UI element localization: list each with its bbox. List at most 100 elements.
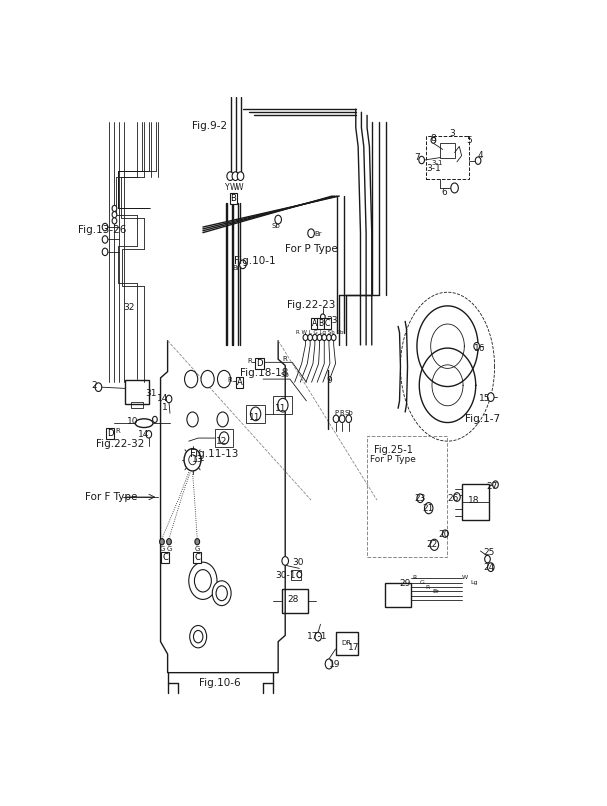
Circle shape bbox=[112, 206, 117, 211]
Circle shape bbox=[189, 563, 217, 600]
Circle shape bbox=[325, 659, 333, 669]
Circle shape bbox=[424, 503, 433, 513]
Ellipse shape bbox=[135, 419, 153, 427]
Text: D: D bbox=[107, 429, 114, 438]
Circle shape bbox=[194, 570, 211, 592]
Text: 3-1: 3-1 bbox=[426, 164, 441, 172]
Text: 11: 11 bbox=[275, 404, 287, 413]
Text: Br: Br bbox=[232, 265, 240, 271]
Circle shape bbox=[251, 407, 261, 421]
Circle shape bbox=[232, 172, 239, 181]
Circle shape bbox=[160, 538, 164, 545]
Bar bbox=[246, 405, 265, 423]
Text: 27: 27 bbox=[487, 482, 498, 491]
Text: W: W bbox=[229, 184, 237, 193]
Circle shape bbox=[112, 218, 117, 224]
Circle shape bbox=[146, 430, 152, 438]
Text: 14: 14 bbox=[138, 430, 150, 439]
Bar bbox=[125, 380, 149, 404]
Text: 17-1: 17-1 bbox=[307, 632, 327, 641]
Bar bbox=[273, 396, 293, 414]
Text: Fig.9-2: Fig.9-2 bbox=[192, 121, 228, 131]
Circle shape bbox=[185, 371, 198, 388]
Circle shape bbox=[237, 172, 244, 181]
Text: R: R bbox=[115, 428, 120, 434]
Circle shape bbox=[184, 449, 201, 471]
Text: DR: DR bbox=[342, 641, 352, 646]
Text: 20: 20 bbox=[438, 530, 450, 538]
Bar bbox=[367, 436, 447, 557]
Bar bbox=[336, 632, 358, 655]
Circle shape bbox=[315, 633, 322, 641]
Text: B: B bbox=[319, 318, 324, 328]
Circle shape bbox=[201, 371, 214, 388]
Circle shape bbox=[212, 581, 231, 605]
Bar bbox=[385, 584, 412, 607]
Text: 31: 31 bbox=[146, 388, 157, 398]
Text: R: R bbox=[413, 575, 417, 580]
Text: 13: 13 bbox=[191, 455, 203, 463]
Circle shape bbox=[419, 156, 424, 164]
Circle shape bbox=[308, 229, 314, 238]
Text: R: R bbox=[340, 410, 345, 416]
Circle shape bbox=[216, 586, 228, 600]
Circle shape bbox=[189, 455, 196, 465]
Text: Y: Y bbox=[225, 184, 229, 193]
Circle shape bbox=[303, 334, 308, 341]
Circle shape bbox=[484, 555, 490, 563]
Circle shape bbox=[195, 538, 200, 545]
Circle shape bbox=[487, 563, 494, 571]
Circle shape bbox=[240, 260, 246, 268]
Circle shape bbox=[431, 137, 436, 143]
Text: 33: 33 bbox=[327, 316, 338, 325]
Text: R: R bbox=[283, 355, 288, 362]
Text: W: W bbox=[236, 184, 243, 193]
Text: 9: 9 bbox=[326, 376, 332, 384]
Bar bbox=[282, 589, 308, 613]
Bar bbox=[462, 484, 489, 520]
Text: C: C bbox=[162, 553, 168, 562]
Text: 1: 1 bbox=[163, 402, 168, 412]
Circle shape bbox=[102, 248, 108, 256]
Text: 29: 29 bbox=[399, 580, 411, 588]
Text: Fig.10-6: Fig.10-6 bbox=[198, 678, 240, 688]
Text: Fig.11-13: Fig.11-13 bbox=[191, 449, 239, 459]
Text: G: G bbox=[166, 546, 172, 551]
Circle shape bbox=[339, 415, 345, 422]
Circle shape bbox=[277, 398, 288, 412]
Text: 3-1: 3-1 bbox=[432, 160, 443, 166]
Text: Sb: Sb bbox=[344, 410, 353, 416]
Circle shape bbox=[95, 383, 102, 392]
Text: 4: 4 bbox=[478, 152, 483, 160]
Text: W: W bbox=[462, 575, 468, 580]
Text: Fig.22-23: Fig.22-23 bbox=[287, 300, 335, 310]
Text: Br: Br bbox=[432, 589, 439, 595]
Text: G: G bbox=[195, 546, 200, 551]
Circle shape bbox=[219, 432, 229, 444]
Text: Sb: Sb bbox=[271, 222, 280, 229]
Text: 2: 2 bbox=[91, 380, 97, 390]
Circle shape bbox=[313, 334, 317, 341]
Circle shape bbox=[297, 571, 302, 578]
Text: Fig.1-7: Fig.1-7 bbox=[465, 414, 500, 425]
Text: 5: 5 bbox=[466, 135, 472, 144]
Circle shape bbox=[166, 395, 172, 403]
Text: R: R bbox=[228, 376, 232, 383]
Text: Fig.22-32: Fig.22-32 bbox=[97, 439, 144, 449]
Circle shape bbox=[474, 343, 480, 350]
Text: 28: 28 bbox=[288, 595, 299, 604]
Text: Lg: Lg bbox=[470, 580, 478, 584]
Text: G: G bbox=[419, 580, 424, 584]
Circle shape bbox=[275, 215, 282, 224]
Circle shape bbox=[152, 417, 157, 422]
Bar bbox=[441, 143, 455, 157]
Text: Fig.25-1: Fig.25-1 bbox=[374, 446, 413, 455]
Text: 10: 10 bbox=[127, 418, 138, 426]
Circle shape bbox=[331, 334, 336, 341]
Text: 14: 14 bbox=[157, 394, 169, 404]
Text: 3: 3 bbox=[449, 130, 455, 139]
Circle shape bbox=[493, 481, 498, 488]
Text: 32: 32 bbox=[123, 303, 134, 312]
Text: A: A bbox=[312, 318, 317, 328]
Circle shape bbox=[320, 314, 325, 320]
